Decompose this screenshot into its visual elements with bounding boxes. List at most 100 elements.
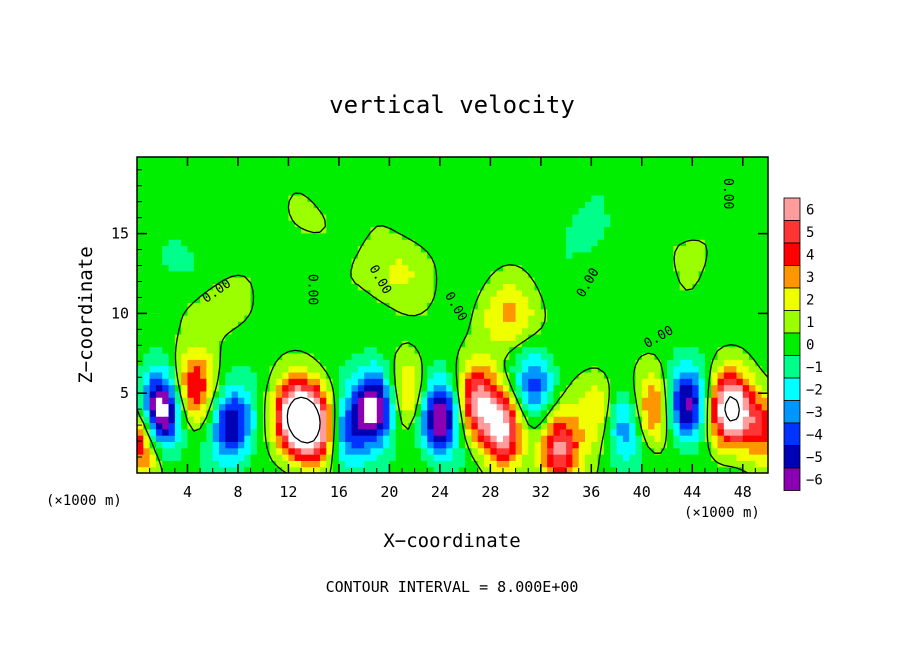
field-cell	[484, 384, 491, 392]
field-cell	[263, 169, 271, 177]
field-cell	[559, 384, 567, 392]
field-cell	[433, 403, 441, 411]
field-cell	[521, 289, 529, 297]
field-cell	[168, 447, 176, 455]
field-cell	[143, 207, 151, 215]
field-cell	[736, 371, 744, 379]
field-cell	[566, 239, 573, 247]
field-cell	[181, 378, 189, 386]
field-cell	[332, 384, 340, 392]
field-cell	[742, 333, 750, 341]
field-cell	[477, 365, 485, 373]
field-cell	[698, 182, 706, 190]
field-cell	[730, 333, 738, 341]
field-cell	[256, 270, 264, 278]
field-cell	[610, 315, 618, 322]
field-cell	[679, 359, 687, 367]
field-cell	[256, 416, 264, 424]
field-cell	[402, 428, 409, 436]
field-cell	[376, 220, 384, 228]
field-cell	[723, 232, 731, 240]
field-cell	[597, 213, 605, 221]
field-cell	[723, 371, 731, 379]
field-cell	[143, 378, 151, 386]
field-cell	[578, 194, 586, 202]
field-cell	[395, 466, 403, 473]
field-cell	[149, 422, 157, 430]
field-cell	[193, 384, 201, 392]
field-cell	[704, 245, 712, 253]
field-cell	[263, 251, 271, 259]
field-cell	[237, 169, 245, 177]
field-cell	[603, 258, 611, 266]
field-cell	[572, 264, 580, 272]
field-cell	[528, 333, 536, 341]
field-cell	[496, 333, 504, 341]
field-cell	[263, 435, 271, 442]
field-cell	[471, 308, 479, 316]
field-cell	[622, 264, 630, 272]
field-cell	[174, 302, 182, 310]
field-cell	[471, 327, 479, 335]
field-cell	[237, 226, 245, 234]
field-cell	[219, 296, 226, 303]
field-cell	[250, 188, 258, 196]
field-cell	[225, 245, 233, 253]
field-cell	[717, 409, 725, 417]
field-cell	[427, 277, 435, 284]
field-cell	[597, 365, 605, 373]
field-cell	[673, 232, 681, 240]
field-cell	[370, 441, 378, 449]
field-cell	[225, 315, 233, 322]
field-cell	[566, 213, 573, 221]
field-cell	[452, 188, 460, 196]
field-cell	[635, 435, 643, 442]
field-cell	[155, 270, 163, 278]
field-cell	[282, 466, 290, 473]
field-cell	[484, 169, 491, 177]
field-cell	[168, 397, 176, 405]
field-cell	[730, 409, 738, 417]
field-cell	[578, 302, 586, 310]
field-cell	[162, 226, 170, 234]
field-cell	[244, 308, 252, 316]
field-cell	[433, 169, 441, 177]
field-cell	[408, 397, 416, 405]
field-cell	[572, 220, 580, 228]
field-cell	[193, 194, 201, 202]
field-cell	[667, 441, 674, 449]
field-cell	[597, 308, 605, 316]
field-cell	[692, 371, 700, 379]
field-cell	[635, 315, 643, 322]
field-cell	[698, 201, 706, 209]
field-cell	[616, 302, 624, 310]
field-cell	[635, 169, 643, 177]
field-cell	[509, 201, 517, 209]
field-cell	[572, 359, 580, 367]
field-cell	[730, 315, 738, 322]
field-cell	[736, 333, 744, 341]
field-cell	[660, 258, 668, 266]
field-cell	[496, 175, 504, 183]
field-cell	[673, 157, 681, 164]
field-cell	[610, 226, 618, 234]
field-cell	[679, 422, 687, 430]
field-cell	[704, 308, 712, 316]
field-cell	[181, 283, 189, 291]
field-cell	[629, 428, 637, 436]
field-cell	[648, 163, 656, 171]
field-cell	[723, 213, 731, 221]
field-cell	[585, 409, 592, 417]
field-cell	[250, 359, 258, 367]
field-cell	[168, 157, 176, 164]
field-cell	[181, 302, 189, 310]
field-cell	[452, 409, 460, 417]
field-cell	[225, 308, 233, 316]
field-cell	[578, 270, 586, 278]
field-cell	[635, 397, 643, 405]
field-cell	[187, 352, 195, 360]
field-cell	[206, 264, 214, 272]
field-cell	[685, 321, 693, 329]
field-cell	[212, 435, 220, 442]
field-cell	[616, 182, 624, 190]
